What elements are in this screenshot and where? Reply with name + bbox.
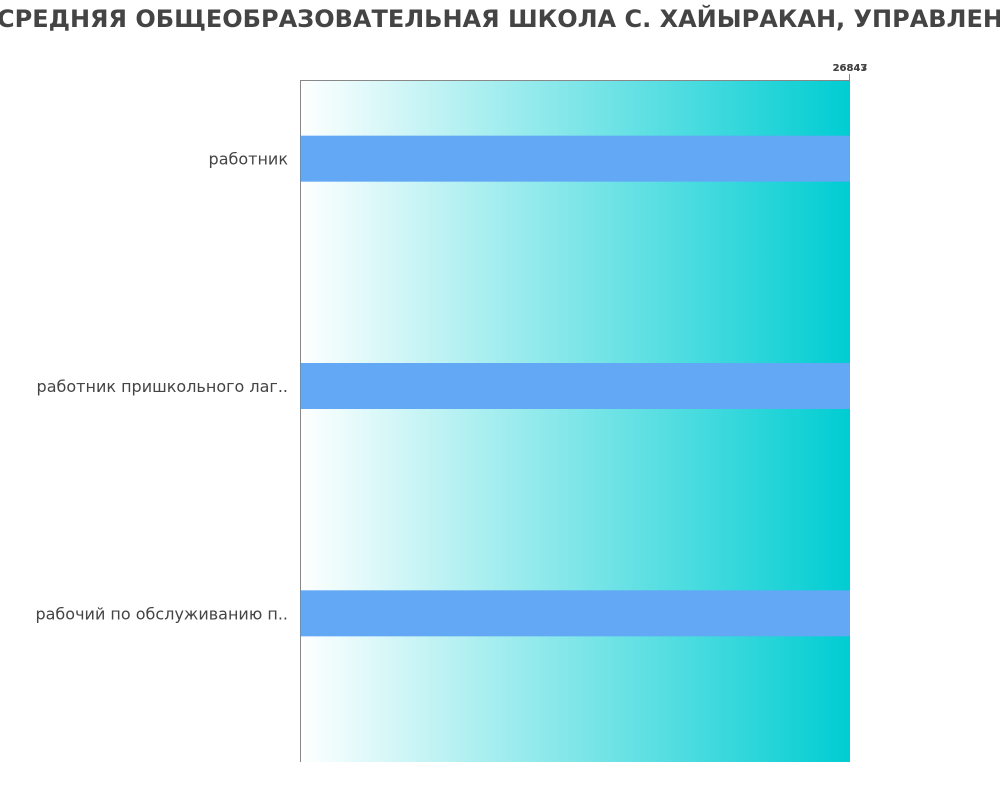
category-label: рабочий по обслуживанию п.. bbox=[35, 604, 288, 623]
category-label: работник bbox=[209, 150, 289, 169]
plot-background bbox=[300, 80, 850, 762]
bar bbox=[300, 590, 850, 637]
x-tick-label: 26847 bbox=[833, 63, 868, 74]
category-label: работник пришкольного лаг.. bbox=[37, 377, 288, 396]
bar bbox=[300, 135, 850, 182]
x-tick-label: 26843 bbox=[833, 63, 868, 74]
bar bbox=[300, 363, 850, 409]
chart-title: СРЕДНЯЯ ОБЩЕОБРАЗОВАТЕЛЬНАЯ ШКОЛА С. ХАЙ… bbox=[0, 5, 1000, 33]
